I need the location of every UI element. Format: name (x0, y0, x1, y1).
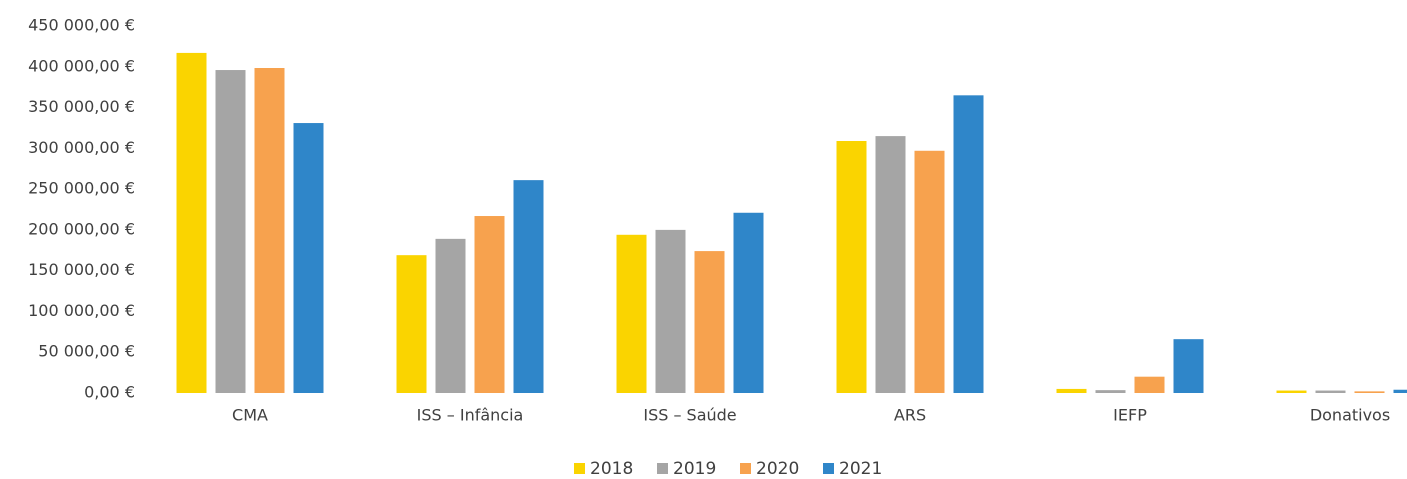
bar (435, 238, 466, 393)
legend-swatch (823, 463, 834, 474)
y-tick-label: 350 000,00 € (28, 97, 135, 116)
bar (176, 52, 207, 394)
bar (733, 212, 764, 393)
bar (914, 150, 945, 393)
bar (1354, 391, 1385, 393)
bar (1393, 389, 1407, 393)
legend-label: 2021 (839, 459, 882, 479)
x-tick-label: ARS (894, 406, 926, 425)
y-tick-label: 0,00 € (84, 383, 135, 402)
y-tick-label: 100 000,00 € (28, 301, 135, 320)
y-tick-label: 250 000,00 € (28, 179, 135, 198)
x-tick-label: ISS – Infância (417, 406, 524, 425)
bar (1315, 390, 1346, 393)
bar (1095, 390, 1126, 393)
bar (474, 216, 505, 393)
y-tick-label: 150 000,00 € (28, 260, 135, 279)
y-tick-label: 450 000,00 € (28, 16, 135, 35)
bar (254, 68, 285, 394)
legend-label: 2019 (673, 459, 716, 479)
bar (616, 234, 647, 393)
bar (655, 229, 686, 393)
bar (1173, 339, 1204, 393)
y-tick-label: 400 000,00 € (28, 56, 135, 75)
bar (953, 95, 984, 394)
legend-label: 2020 (756, 459, 799, 479)
bar (1134, 376, 1165, 393)
bar (513, 180, 544, 393)
x-tick-label: CMA (232, 406, 268, 425)
x-tick-label: Donativos (1310, 406, 1390, 425)
bar (1276, 390, 1307, 393)
bar (875, 136, 906, 393)
legend-label: 2018 (590, 459, 633, 479)
y-tick-label: 300 000,00 € (28, 138, 135, 157)
legend-swatch (574, 463, 585, 474)
x-tick-label: IEFP (1113, 406, 1147, 425)
bar (694, 251, 725, 393)
y-tick-label: 200 000,00 € (28, 219, 135, 238)
x-tick-label: ISS – Saúde (643, 406, 736, 425)
bar (215, 70, 246, 393)
y-tick-label: 50 000,00 € (38, 342, 135, 361)
legend-swatch (657, 463, 668, 474)
legend-swatch (740, 463, 751, 474)
bar (836, 140, 867, 393)
bar (396, 255, 427, 393)
bar (1056, 388, 1087, 393)
bar (293, 123, 324, 393)
